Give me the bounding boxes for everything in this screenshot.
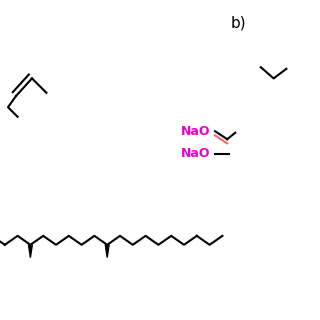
Text: NaO: NaO bbox=[181, 147, 210, 160]
Polygon shape bbox=[105, 245, 109, 258]
Text: b): b) bbox=[230, 16, 246, 31]
Text: NaO: NaO bbox=[181, 125, 210, 138]
Polygon shape bbox=[28, 245, 32, 258]
